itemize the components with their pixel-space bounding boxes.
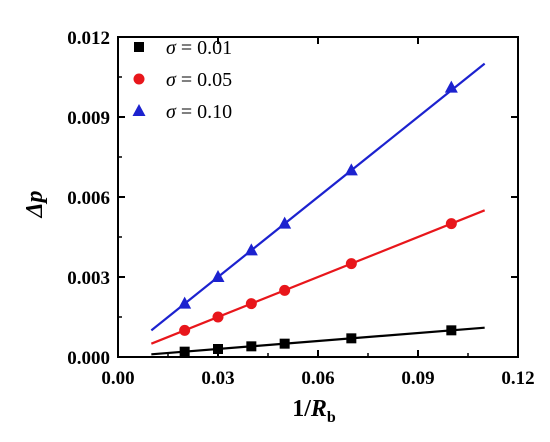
legend-label-series-3: σ = 0.10 [166,101,232,123]
data-point-series-3 [344,163,358,176]
data-point-series-1 [279,338,290,349]
legend-marker-series-1 [134,42,144,52]
legend-label-series-2: σ = 0.05 [166,69,232,91]
x-axis-label-sub: b [327,409,336,426]
x-axis-label-italic: R [310,396,327,422]
data-point-series-1 [179,346,190,357]
data-point-series-2 [179,324,191,336]
y-axis-ticks: 0.000 0.003 0.006 0.009 0.012 [67,28,518,369]
data-point-series-1 [213,344,223,354]
x-axis-label-main: 1/ [292,396,311,422]
x-axis-ticks: 0.00 0.03 0.06 0.09 0.12 [101,37,535,389]
fit-line-series-2 [150,209,486,345]
data-point-series-3 [278,216,292,229]
legend-label-series-1: σ = 0.01 [166,37,232,59]
data-markers [178,80,458,357]
data-point-series-1 [446,325,457,336]
y-tick-label: 0.003 [67,268,110,289]
y-axis-label: Δp [22,190,48,218]
data-point-series-3 [244,243,258,256]
data-point-series-2 [445,218,457,230]
x-axis-label: 1/Rb [292,396,336,426]
x-tick-label: 0.03 [201,368,234,389]
fit-line-series-3 [150,62,486,332]
data-point-series-1 [346,333,357,344]
x-tick-label: 0.06 [301,368,334,389]
x-tick-label: 0.12 [501,368,534,389]
data-point-series-3 [178,296,192,309]
data-point-series-2 [245,298,257,310]
data-point-series-2 [212,311,224,323]
legend-marker-series-3 [132,104,146,116]
y-tick-label: 0.006 [67,188,110,209]
data-point-series-2 [345,258,357,270]
y-tick-label: 0.009 [67,108,110,129]
y-tick-label: 0.012 [67,28,110,49]
legend: σ = 0.01 σ = 0.05 σ = 0.10 [132,37,232,123]
data-point-series-3 [211,270,225,282]
x-tick-label: 0.09 [401,368,434,389]
fit-line-series-1 [151,326,485,356]
fit-lines [150,62,486,356]
data-point-series-2 [279,284,291,296]
y-tick-label: 0.000 [67,348,110,369]
data-point-series-3 [444,80,458,93]
data-point-series-1 [246,341,257,352]
legend-marker-series-2 [133,73,145,85]
x-tick-label: 0.00 [101,368,134,389]
